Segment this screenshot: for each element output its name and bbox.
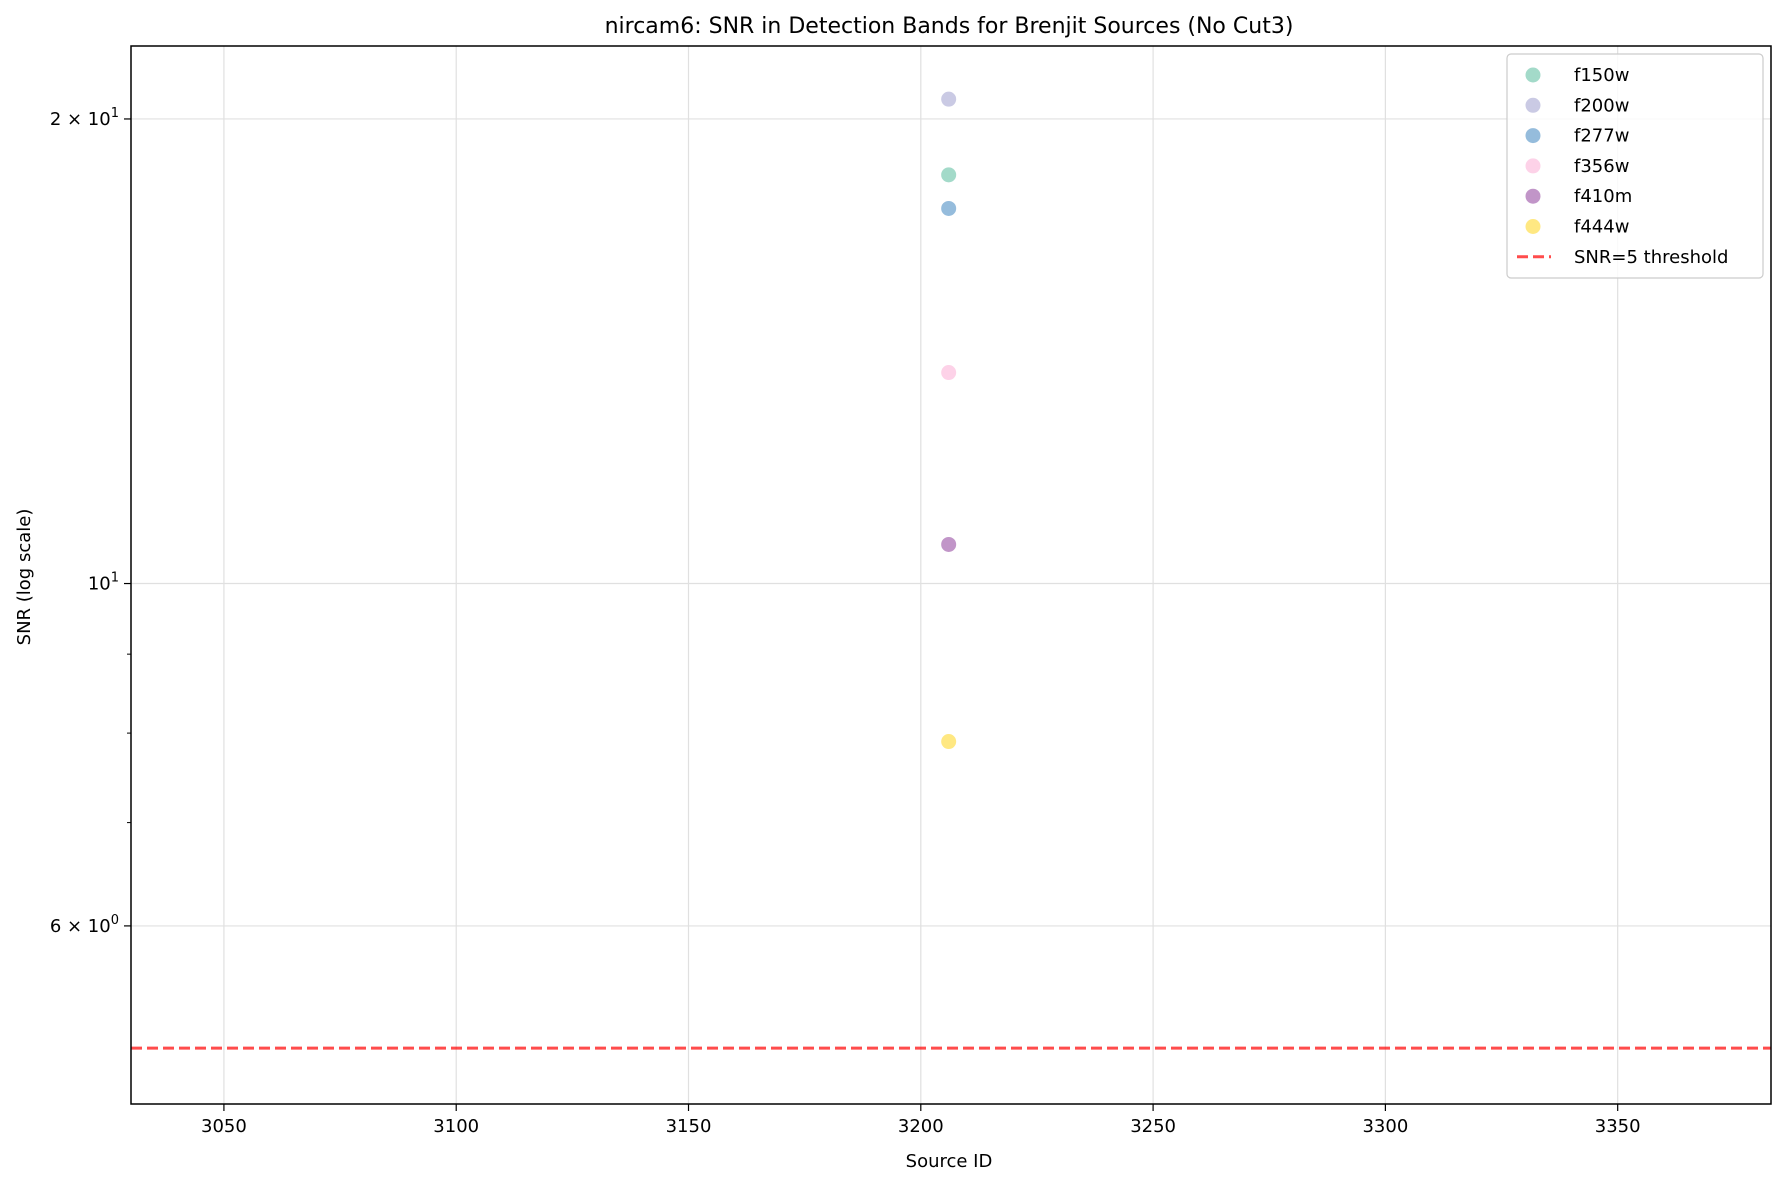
- x-axis-label: Source ID: [906, 1151, 993, 1172]
- legend-marker-f200w: [1525, 97, 1541, 113]
- x-tick-label: 3200: [898, 1116, 944, 1137]
- data-points: [941, 91, 957, 750]
- y-axis-ticks: 6 × 100 101 2 × 101: [50, 106, 131, 937]
- x-tick-label: 3300: [1362, 1116, 1408, 1137]
- y-tick-label: 6 × 100: [50, 913, 119, 937]
- legend-marker-f150w: [1525, 67, 1541, 83]
- data-point-f200w: [941, 91, 957, 107]
- x-axis-ticks: 3050 3100 3150 3200 3250 3300 3350: [201, 1104, 1641, 1137]
- x-tick-label: 3150: [666, 1116, 712, 1137]
- y-axis-label: SNR (log scale): [14, 509, 35, 646]
- legend-marker-f410m: [1525, 188, 1541, 204]
- y-tick-label: 101: [88, 571, 119, 595]
- data-point-f410m: [941, 536, 957, 552]
- legend: f150w f200w f277w f356w f410m f444w SNR=5 thre…: [1506, 53, 1764, 279]
- legend-label: SNR=5 threshold: [1574, 247, 1728, 268]
- x-tick-label: 3050: [201, 1116, 247, 1137]
- data-point-f356w: [941, 365, 957, 381]
- data-point-f277w: [941, 200, 957, 216]
- legend-marker-f277w: [1525, 128, 1541, 144]
- legend-label: f444w: [1574, 217, 1629, 238]
- data-point-f150w: [941, 167, 957, 183]
- legend-marker-f444w: [1525, 219, 1541, 234]
- x-tick-label: 3350: [1595, 1116, 1641, 1137]
- x-tick-label: 3100: [433, 1116, 479, 1137]
- legend-label: f356w: [1574, 156, 1629, 177]
- grid-lines: [131, 46, 1771, 1104]
- legend-label: f150w: [1574, 65, 1629, 86]
- legend-label: f410m: [1574, 186, 1632, 207]
- x-tick-label: 3250: [1130, 1116, 1176, 1137]
- y-tick-label: 2 × 101: [50, 106, 119, 130]
- chart-title: nircam6: SNR in Detection Bands for Bren…: [605, 14, 1294, 39]
- legend-label: f277w: [1574, 126, 1629, 147]
- legend-marker-f356w: [1525, 158, 1541, 174]
- plot-area-frame: [130, 45, 1772, 1105]
- legend-box: [1506, 53, 1764, 279]
- legend-label: f200w: [1574, 95, 1629, 116]
- data-point-f444w: [941, 734, 957, 750]
